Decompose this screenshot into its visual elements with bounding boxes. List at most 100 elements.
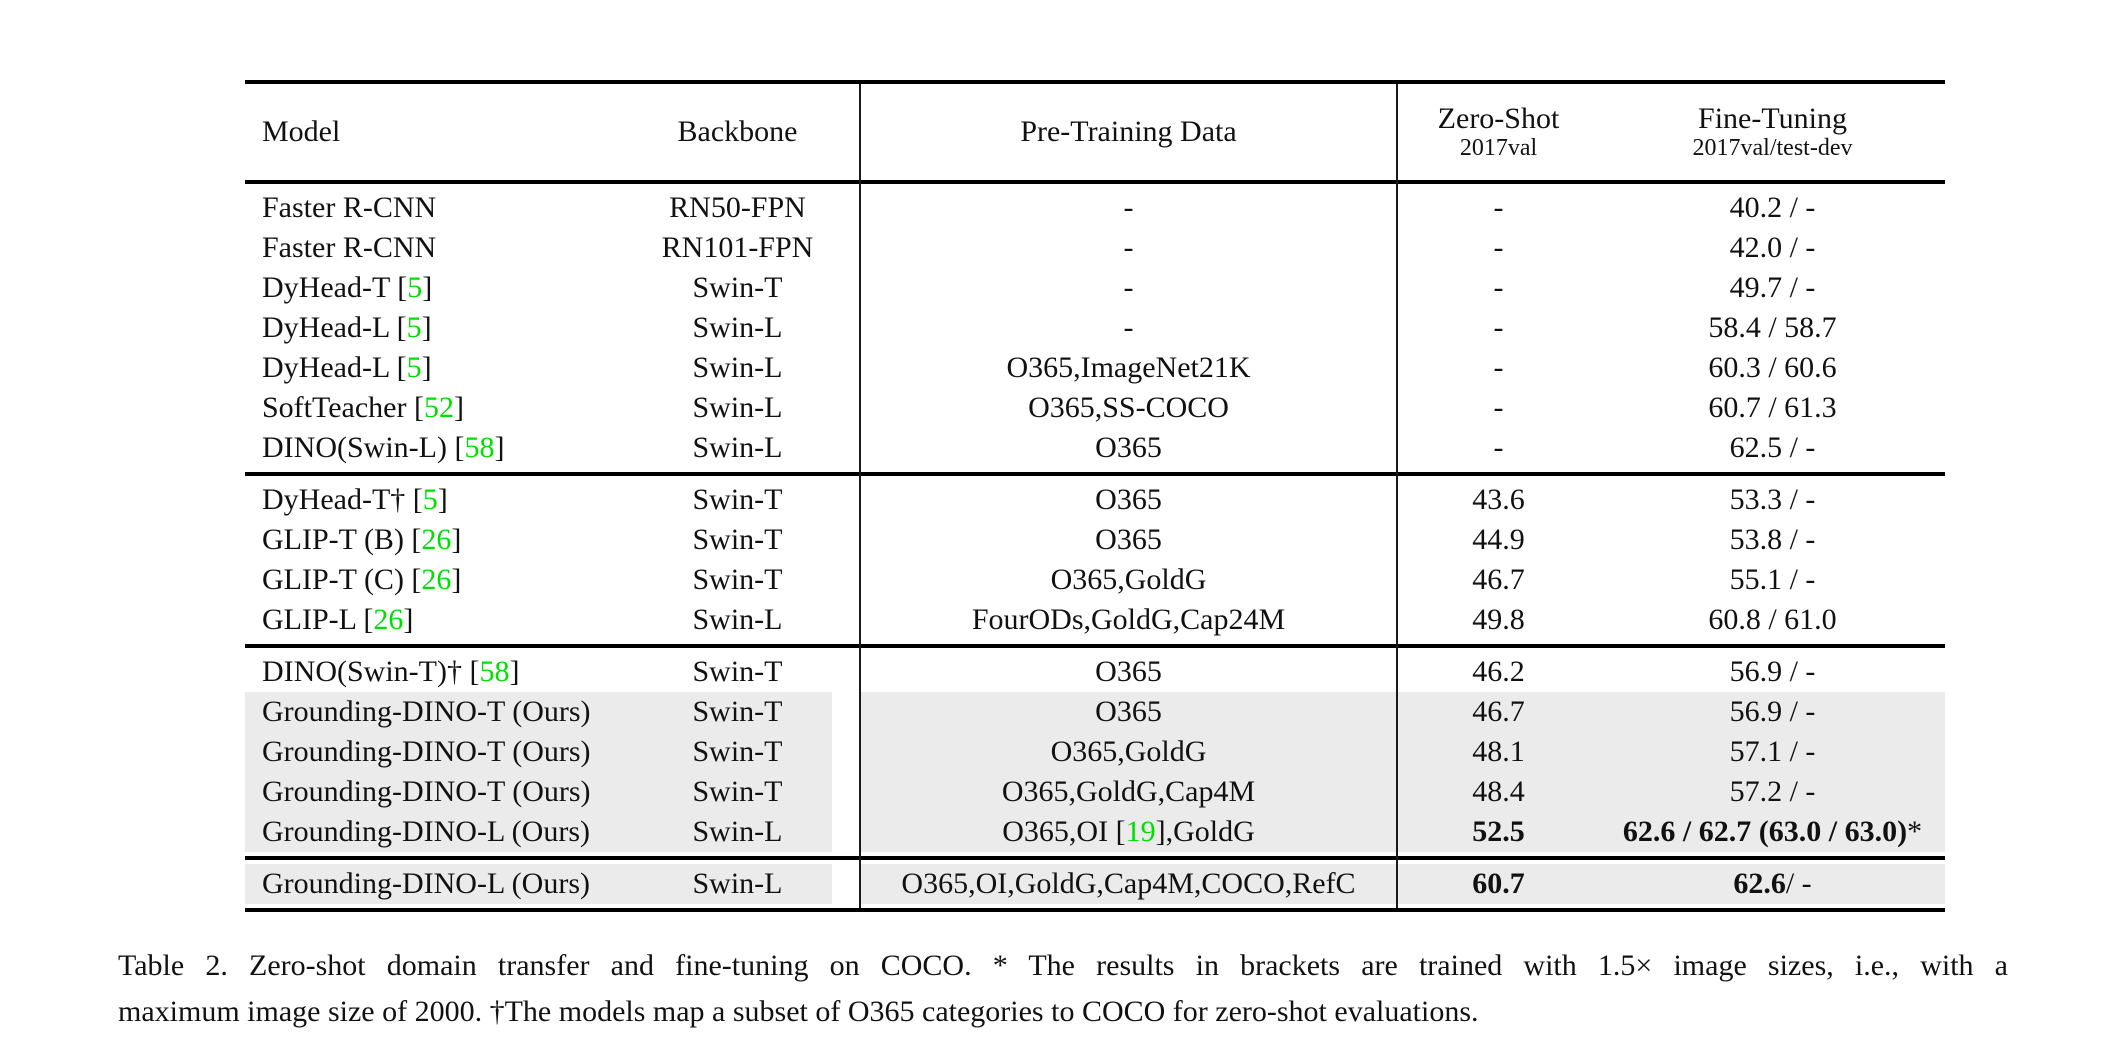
zero-shot-cell: 43.6 <box>1472 483 1525 516</box>
column-header-backbone: Backbone <box>677 115 798 148</box>
pretraining-data-cell: O365 <box>1095 483 1162 516</box>
table-bottom-rule <box>245 908 1945 912</box>
table-row: DINO(Swin-T)† [58] Swin-T O365 46.2 56.9 / - <box>245 652 1945 692</box>
table-top-rule <box>245 80 1945 84</box>
backbone-cell: RN50-FPN <box>669 191 806 224</box>
fine-tuning-cell: 55.1 / - <box>1729 563 1816 596</box>
backbone-cell: Swin-L <box>692 867 783 900</box>
fine-tuning-cell: 62.6 / - <box>1733 867 1812 900</box>
table-row: Faster R-CNN RN50-FPN - - 40.2 / - <box>245 188 1945 228</box>
pretraining-data-cell: - <box>1123 231 1134 264</box>
zero-shot-sublabel: 2017val <box>1459 135 1538 162</box>
zero-shot-cell: - <box>1493 351 1504 384</box>
backbone-cell: Swin-T <box>692 271 783 304</box>
fine-tuning-cell: 57.1 / - <box>1729 735 1816 768</box>
pretraining-data-cell: O365 <box>1095 655 1162 688</box>
model-cell: GLIP-L [26] <box>262 603 414 636</box>
column-divider-pretraining-zeroshot <box>1396 84 1398 908</box>
fine-tuning-cell: 57.2 / - <box>1729 775 1816 808</box>
citation-ref: 19 <box>1125 815 1156 848</box>
citation-ref: 58 <box>479 655 510 688</box>
backbone-cell: Swin-L <box>692 351 783 384</box>
zero-shot-cell: - <box>1493 431 1504 464</box>
citation-ref: 5 <box>406 311 422 344</box>
backbone-cell: Swin-T <box>692 483 783 516</box>
backbone-cell: Swin-T <box>692 775 783 808</box>
model-cell: DyHead-T† [5] <box>262 483 448 516</box>
zero-shot-cell: - <box>1493 191 1504 224</box>
column-header-fine-tuning: Fine-Tuning 2017val/test-dev <box>1600 84 1945 180</box>
pretraining-data-cell: - <box>1123 311 1134 344</box>
citation-ref: 26 <box>373 603 404 636</box>
caption-line-1: Table 2. Zero-shot domain transfer and f… <box>118 949 2008 982</box>
model-cell: Grounding-DINO-L (Ours) <box>262 815 590 848</box>
results-table: Model Backbone Pre-Training Data Zero-Sh… <box>245 80 1945 912</box>
backbone-cell: Swin-T <box>692 655 783 688</box>
caption-line-2: maximum image size of 2000. †The models … <box>118 995 1479 1028</box>
table-row: DyHead-L [5] Swin-L O365,ImageNet21K - 60.3 … <box>245 348 1945 388</box>
table-row: GLIP-T (C) [26] Swin-T O365,GoldG 46.7 55.1 … <box>245 560 1945 600</box>
table-row: Faster R-CNN RN101-FPN - - 42.0 / - <box>245 228 1945 268</box>
pretraining-data-cell: O365,GoldG <box>1050 563 1207 596</box>
group-separator-rule <box>245 644 1945 648</box>
zero-shot-cell: 49.8 <box>1472 603 1525 636</box>
model-cell: DyHead-L [5] <box>262 351 432 384</box>
table-row: DINO(Swin-L) [58] Swin-L O365 - 62.5 / - <box>245 428 1945 468</box>
table-row: Grounding-DINO-T (Ours) Swin-T O365 46.7 56.… <box>245 692 1945 732</box>
zero-shot-cell: - <box>1493 311 1504 344</box>
model-cell: Faster R-CNN <box>262 191 437 224</box>
zero-shot-cell: - <box>1493 391 1504 424</box>
fine-tuning-cell: 42.0 / - <box>1729 231 1816 264</box>
table-row: DyHead-T† [5] Swin-T O365 43.6 53.3 / - <box>245 480 1945 520</box>
model-cell: DyHead-L [5] <box>262 311 432 344</box>
table-group-zero-shot-baselines: DyHead-T† [5] Swin-T O365 43.6 53.3 / - GLIP-… <box>245 476 1945 644</box>
pretraining-data-cell: O365 <box>1095 431 1162 464</box>
model-cell: SoftTeacher [52] <box>262 391 464 424</box>
model-cell: GLIP-T (C) [26] <box>262 563 462 596</box>
fine-tuning-label: Fine-Tuning <box>1698 102 1847 136</box>
model-cell: Grounding-DINO-L (Ours) <box>262 867 590 900</box>
model-cell: Grounding-DINO-T (Ours) <box>262 775 591 808</box>
fine-tuning-cell: 60.3 / 60.6 <box>1708 351 1837 384</box>
zero-shot-cell: 46.7 <box>1472 563 1525 596</box>
fine-tuning-cell: 53.8 / - <box>1729 523 1816 556</box>
zero-shot-cell: 46.7 <box>1472 695 1525 728</box>
fine-tuning-cell: 49.7 / - <box>1729 271 1816 304</box>
fine-tuning-cell: 62.5 / - <box>1729 431 1816 464</box>
fine-tuning-cell: 60.8 / 61.0 <box>1708 603 1837 636</box>
backbone-cell: RN101-FPN <box>661 231 814 264</box>
column-header-pretraining-data: Pre-Training Data <box>1020 115 1237 148</box>
model-cell: Grounding-DINO-T (Ours) <box>262 735 591 768</box>
backbone-cell: Swin-L <box>692 311 783 344</box>
table-row: GLIP-T (B) [26] Swin-T O365 44.9 53.8 / - <box>245 520 1945 560</box>
table-row: Grounding-DINO-L (Ours) Swin-L O365,OI,Gol… <box>245 864 1945 904</box>
backbone-cell: Swin-T <box>692 695 783 728</box>
group-separator-rule <box>245 856 1945 860</box>
fine-tuning-sublabel: 2017val/test-dev <box>1692 135 1853 162</box>
backbone-cell: Swin-L <box>692 391 783 424</box>
zero-shot-cell: 52.5 <box>1472 815 1525 848</box>
backbone-cell: Swin-T <box>692 735 783 768</box>
model-cell: DyHead-T [5] <box>262 271 433 304</box>
table-row: Grounding-DINO-T (Ours) Swin-T O365,GoldG 4… <box>245 732 1945 772</box>
table-group-grounding-dino-large: Grounding-DINO-L (Ours) Swin-L O365,OI,Gol… <box>245 860 1945 908</box>
model-cell: DINO(Swin-T)† [58] <box>262 655 520 688</box>
backbone-cell: Swin-T <box>692 523 783 556</box>
pretraining-data-cell: FourODs,GoldG,Cap24M <box>971 603 1286 636</box>
pretraining-data-cell: - <box>1123 271 1134 304</box>
fine-tuning-cell: 53.3 / - <box>1729 483 1816 516</box>
citation-ref: 26 <box>421 523 452 556</box>
backbone-cell: Swin-T <box>692 563 783 596</box>
fine-tuning-cell: 56.9 / - <box>1729 695 1816 728</box>
citation-ref: 5 <box>406 351 422 384</box>
pretraining-data-cell: - <box>1123 191 1134 224</box>
zero-shot-cell: 46.2 <box>1472 655 1525 688</box>
fine-tuning-cell: 40.2 / - <box>1729 191 1816 224</box>
zero-shot-label: Zero-Shot <box>1437 102 1560 136</box>
table-header-row: Model Backbone Pre-Training Data Zero-Sh… <box>245 84 1945 180</box>
model-cell: DINO(Swin-L) [58] <box>262 431 505 464</box>
citation-ref: 5 <box>407 271 423 304</box>
group-separator-rule <box>245 472 1945 476</box>
fine-tuning-cell: 60.7 / 61.3 <box>1708 391 1837 424</box>
